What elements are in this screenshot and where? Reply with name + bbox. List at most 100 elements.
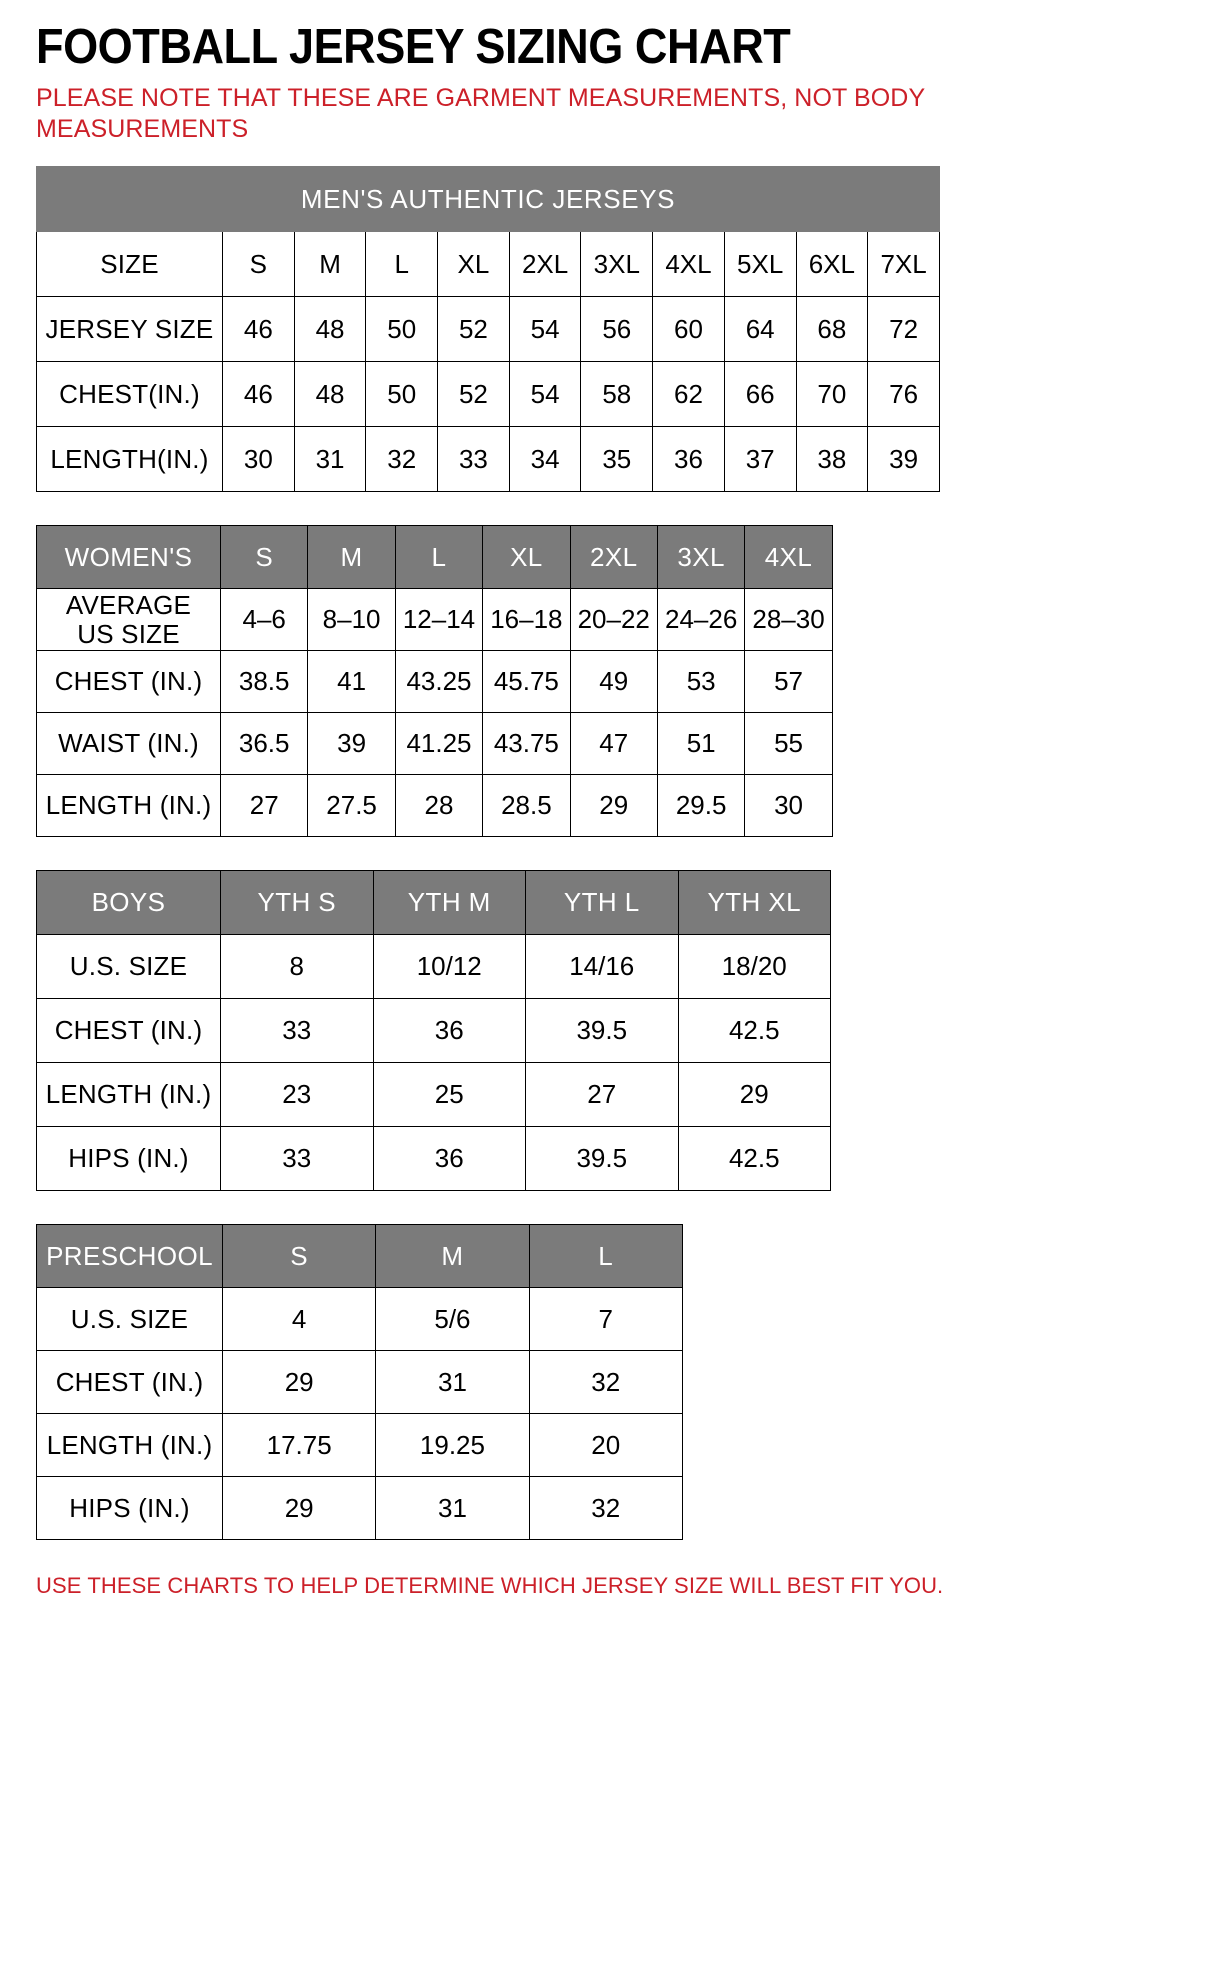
cell: 23 — [220, 1062, 374, 1128]
cell: 4–6 — [219, 588, 309, 652]
cell: 64 — [723, 296, 797, 363]
column-header-3xl: 3XL — [656, 525, 746, 590]
cell: 55 — [744, 712, 833, 776]
table-row: LENGTH (IN.) 17.75 19.25 20 — [36, 1413, 683, 1478]
column-header-womens: WOMEN'S — [36, 525, 221, 590]
row-label-hips: HIPS (IN.) — [36, 1476, 223, 1541]
cell: 30 — [222, 426, 295, 493]
cell: 39.5 — [525, 1126, 679, 1192]
cell: 17.75 — [221, 1413, 377, 1478]
cell: 70 — [795, 361, 869, 428]
womens-sizing-table: WOMEN'S S M L XL 2XL 3XL 4XL AVERAGE US … — [36, 525, 833, 838]
column-header-preschool: PRESCHOOL — [36, 1224, 223, 1289]
column-header-6xl: 6XL — [795, 231, 869, 298]
row-label-chest: CHEST (IN.) — [36, 1350, 223, 1415]
table-row: JERSEY SIZE 46 48 50 52 54 56 60 64 68 7… — [36, 296, 940, 363]
table-row: LENGTH (IN.) 27 27.5 28 28.5 29 29.5 30 — [36, 774, 833, 838]
cell: 31 — [375, 1476, 530, 1541]
table-header-row: PRESCHOOL S M L — [36, 1224, 683, 1289]
column-header-yth-xl: YTH XL — [677, 870, 831, 936]
cell: 38 — [795, 426, 869, 493]
table-banner-row: MEN'S AUTHENTIC JERSEYS — [36, 166, 940, 233]
cell: 5/6 — [375, 1287, 530, 1352]
column-header-2xl: 2XL — [569, 525, 658, 590]
cell: 4 — [221, 1287, 377, 1352]
cell: 39 — [307, 712, 396, 776]
cell: 42.5 — [677, 1126, 831, 1192]
cell: 32 — [365, 426, 439, 493]
column-header-size: SIZE — [36, 231, 223, 298]
cell: 43.75 — [482, 712, 571, 776]
column-header-xl: XL — [437, 231, 510, 298]
chart-usage-footnote: USE THESE CHARTS TO HELP DETERMINE WHICH… — [36, 1573, 944, 1599]
preschool-sizing-table: PRESCHOOL S M L U.S. SIZE 4 5/6 7 CHEST … — [36, 1224, 683, 1541]
row-label-waist: WAIST (IN.) — [36, 712, 221, 776]
table-row: HIPS (IN.) 29 31 32 — [36, 1476, 683, 1541]
cell: 46 — [222, 296, 295, 363]
mens-banner-label: MEN'S AUTHENTIC JERSEYS — [36, 166, 940, 233]
cell: 28 — [394, 774, 484, 838]
cell: 51 — [656, 712, 746, 776]
cell: 60 — [652, 296, 725, 363]
column-header-7xl: 7XL — [867, 231, 940, 298]
cell: 62 — [652, 361, 725, 428]
cell: 32 — [528, 1350, 683, 1415]
cell: 48 — [293, 361, 367, 428]
cell: 36 — [372, 1126, 526, 1192]
cell: 37 — [723, 426, 797, 493]
cell: 42.5 — [677, 998, 831, 1064]
column-header-m: M — [375, 1224, 530, 1289]
cell: 45.75 — [482, 650, 571, 714]
table-row: HIPS (IN.) 33 36 39.5 42.5 — [36, 1126, 831, 1192]
cell: 56 — [580, 296, 654, 363]
cell: 20–22 — [569, 588, 658, 652]
cell: 66 — [723, 361, 797, 428]
cell: 16–18 — [482, 588, 571, 652]
cell: 33 — [220, 1126, 374, 1192]
row-label-length: LENGTH (IN.) — [36, 1062, 221, 1128]
table-row: CHEST (IN.) 33 36 39.5 42.5 — [36, 998, 831, 1064]
column-header-m: M — [307, 525, 396, 590]
cell: 58 — [580, 361, 654, 428]
cell: 8 — [220, 934, 374, 1000]
row-label-jersey-size: JERSEY SIZE — [36, 296, 223, 363]
row-label-line-2: US SIZE — [77, 618, 180, 649]
cell: 28–30 — [744, 588, 833, 652]
cell: 19.25 — [375, 1413, 530, 1478]
cell: 12–14 — [394, 588, 484, 652]
boys-sizing-table: BOYS YTH S YTH M YTH L YTH XL U.S. SIZE … — [36, 870, 831, 1192]
row-label-average-us-size: AVERAGE US SIZE — [36, 588, 221, 652]
cell: 7 — [528, 1287, 683, 1352]
preschool-table-section: PRESCHOOL S M L U.S. SIZE 4 5/6 7 CHEST … — [0, 1224, 1220, 1541]
cell: 29 — [569, 774, 658, 838]
column-header-m: M — [293, 231, 367, 298]
column-header-4xl: 4XL — [744, 525, 833, 590]
cell: 31 — [375, 1350, 530, 1415]
row-label-length: LENGTH (IN.) — [36, 774, 221, 838]
cell: 36.5 — [219, 712, 309, 776]
cell: 52 — [437, 361, 510, 428]
cell: 54 — [508, 361, 582, 428]
cell: 53 — [656, 650, 746, 714]
cell: 14/16 — [525, 934, 679, 1000]
cell: 72 — [867, 296, 940, 363]
cell: 36 — [652, 426, 725, 493]
cell: 41 — [307, 650, 396, 714]
cell: 57 — [744, 650, 833, 714]
column-header-l: L — [394, 525, 484, 590]
cell: 29.5 — [656, 774, 746, 838]
table-row: AVERAGE US SIZE 4–6 8–10 12–14 16–18 20–… — [36, 588, 833, 652]
cell: 38.5 — [219, 650, 309, 714]
table-row: U.S. SIZE 4 5/6 7 — [36, 1287, 683, 1352]
column-header-yth-s: YTH S — [220, 870, 374, 936]
table-row: LENGTH (IN.) 23 25 27 29 — [36, 1062, 831, 1128]
column-header-l: L — [365, 231, 439, 298]
cell: 68 — [795, 296, 869, 363]
row-label-length: LENGTH (IN.) — [36, 1413, 223, 1478]
table-row: U.S. SIZE 8 10/12 14/16 18/20 — [36, 934, 831, 1000]
cell: 27.5 — [307, 774, 396, 838]
cell: 54 — [508, 296, 582, 363]
cell: 47 — [569, 712, 658, 776]
column-header-yth-m: YTH M — [372, 870, 526, 936]
column-header-s: S — [222, 231, 295, 298]
